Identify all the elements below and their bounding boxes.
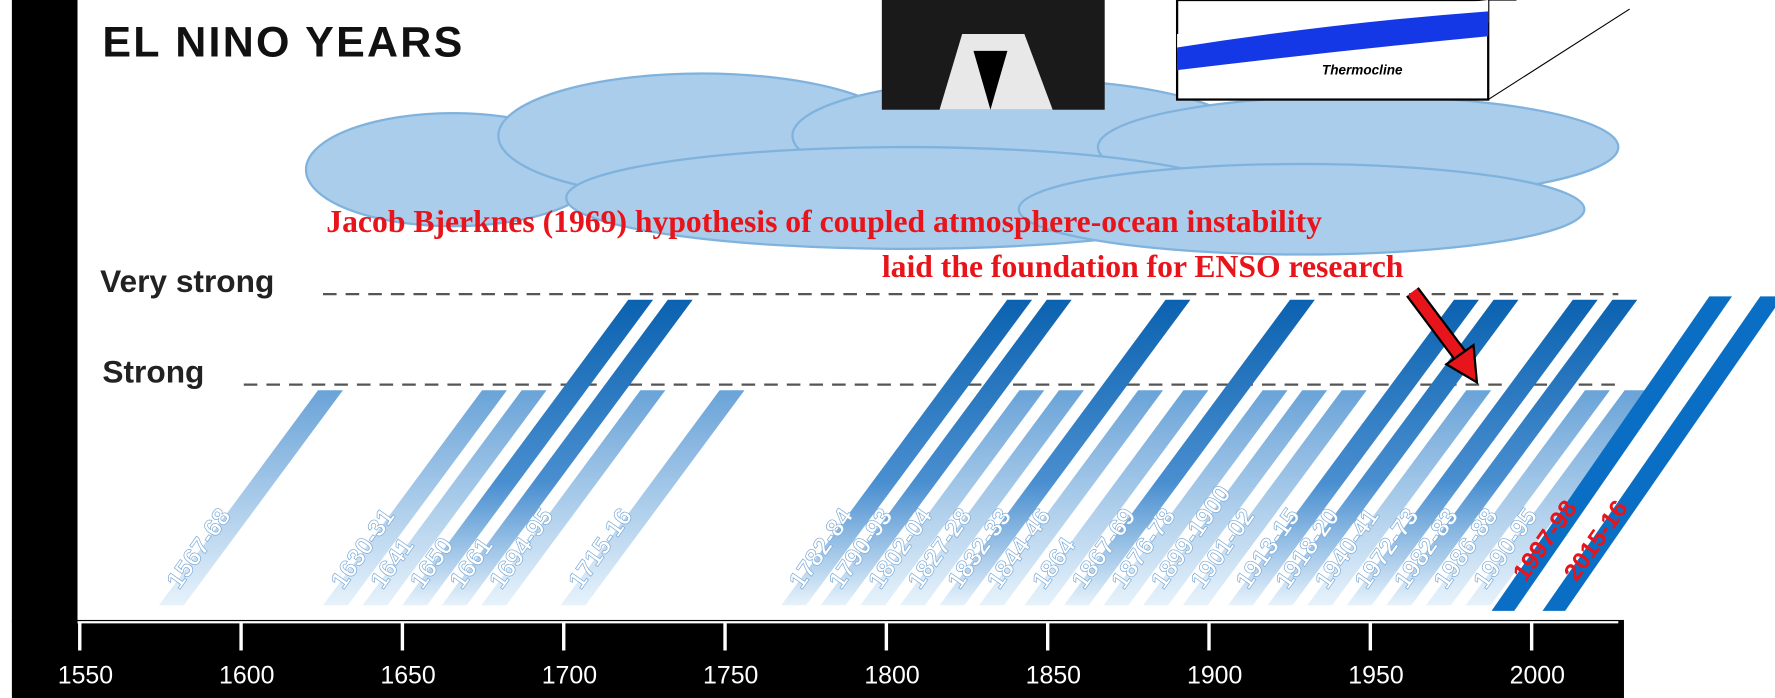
thermocline-diagram: Thermocline [1175,0,1630,101]
event-stripe [899,390,1084,606]
event-stripe [158,390,343,606]
event-stripe [441,299,693,606]
tick-label: 1850 [1026,661,1081,689]
inset-label: Thermocline [1322,63,1403,78]
annotation: laid the foundation for ENSO research [882,249,1404,284]
portrait [881,0,1105,110]
event-stripe [1024,390,1209,606]
recent-stripe [1542,296,1775,611]
event-stripe [1143,390,1328,606]
tick-label: 1700 [542,661,597,689]
event-stripe [781,299,1033,606]
level-label: Very strong [100,263,274,299]
event-stripe [1307,390,1492,606]
cloud [304,72,1620,256]
tick-label: 1750 [703,661,758,689]
tick-label: 1600 [219,661,274,689]
event-stripe [1425,390,1610,606]
tick-label: 2000 [1510,661,1565,689]
event-stripe [1103,390,1288,606]
event-stripe [402,299,654,606]
event-stripe [939,299,1191,606]
tick-label: 1900 [1187,661,1242,689]
event-stripe [322,390,507,606]
event-stripe [1267,299,1519,606]
event-stripe [1228,299,1479,606]
axis-band [11,619,1624,698]
event-stripe [860,390,1045,606]
event-stripe [820,299,1072,606]
annotation: Jacob Bjerknes (1969) hypothesis of coup… [326,204,1322,239]
recent-stripe [1491,296,1733,611]
tick-label: 1950 [1348,661,1403,689]
tick-label: 1650 [380,661,435,689]
tick-label: 1800 [864,661,919,689]
event-stripe [1465,390,1650,606]
event-stripe [362,390,547,606]
event-stripe [560,390,745,606]
level-label: Strong [102,353,204,389]
event-stripe [481,390,666,606]
event-stripe [1346,299,1598,606]
arrow [1406,287,1479,385]
event-stripe [979,390,1164,606]
event-stripe [1063,299,1315,606]
title: EL NINO YEARS [102,19,464,67]
left-bar [11,0,78,623]
event-stripe [1386,299,1638,606]
tick-label: 1550 [58,661,113,689]
event-stripe [1182,390,1367,606]
